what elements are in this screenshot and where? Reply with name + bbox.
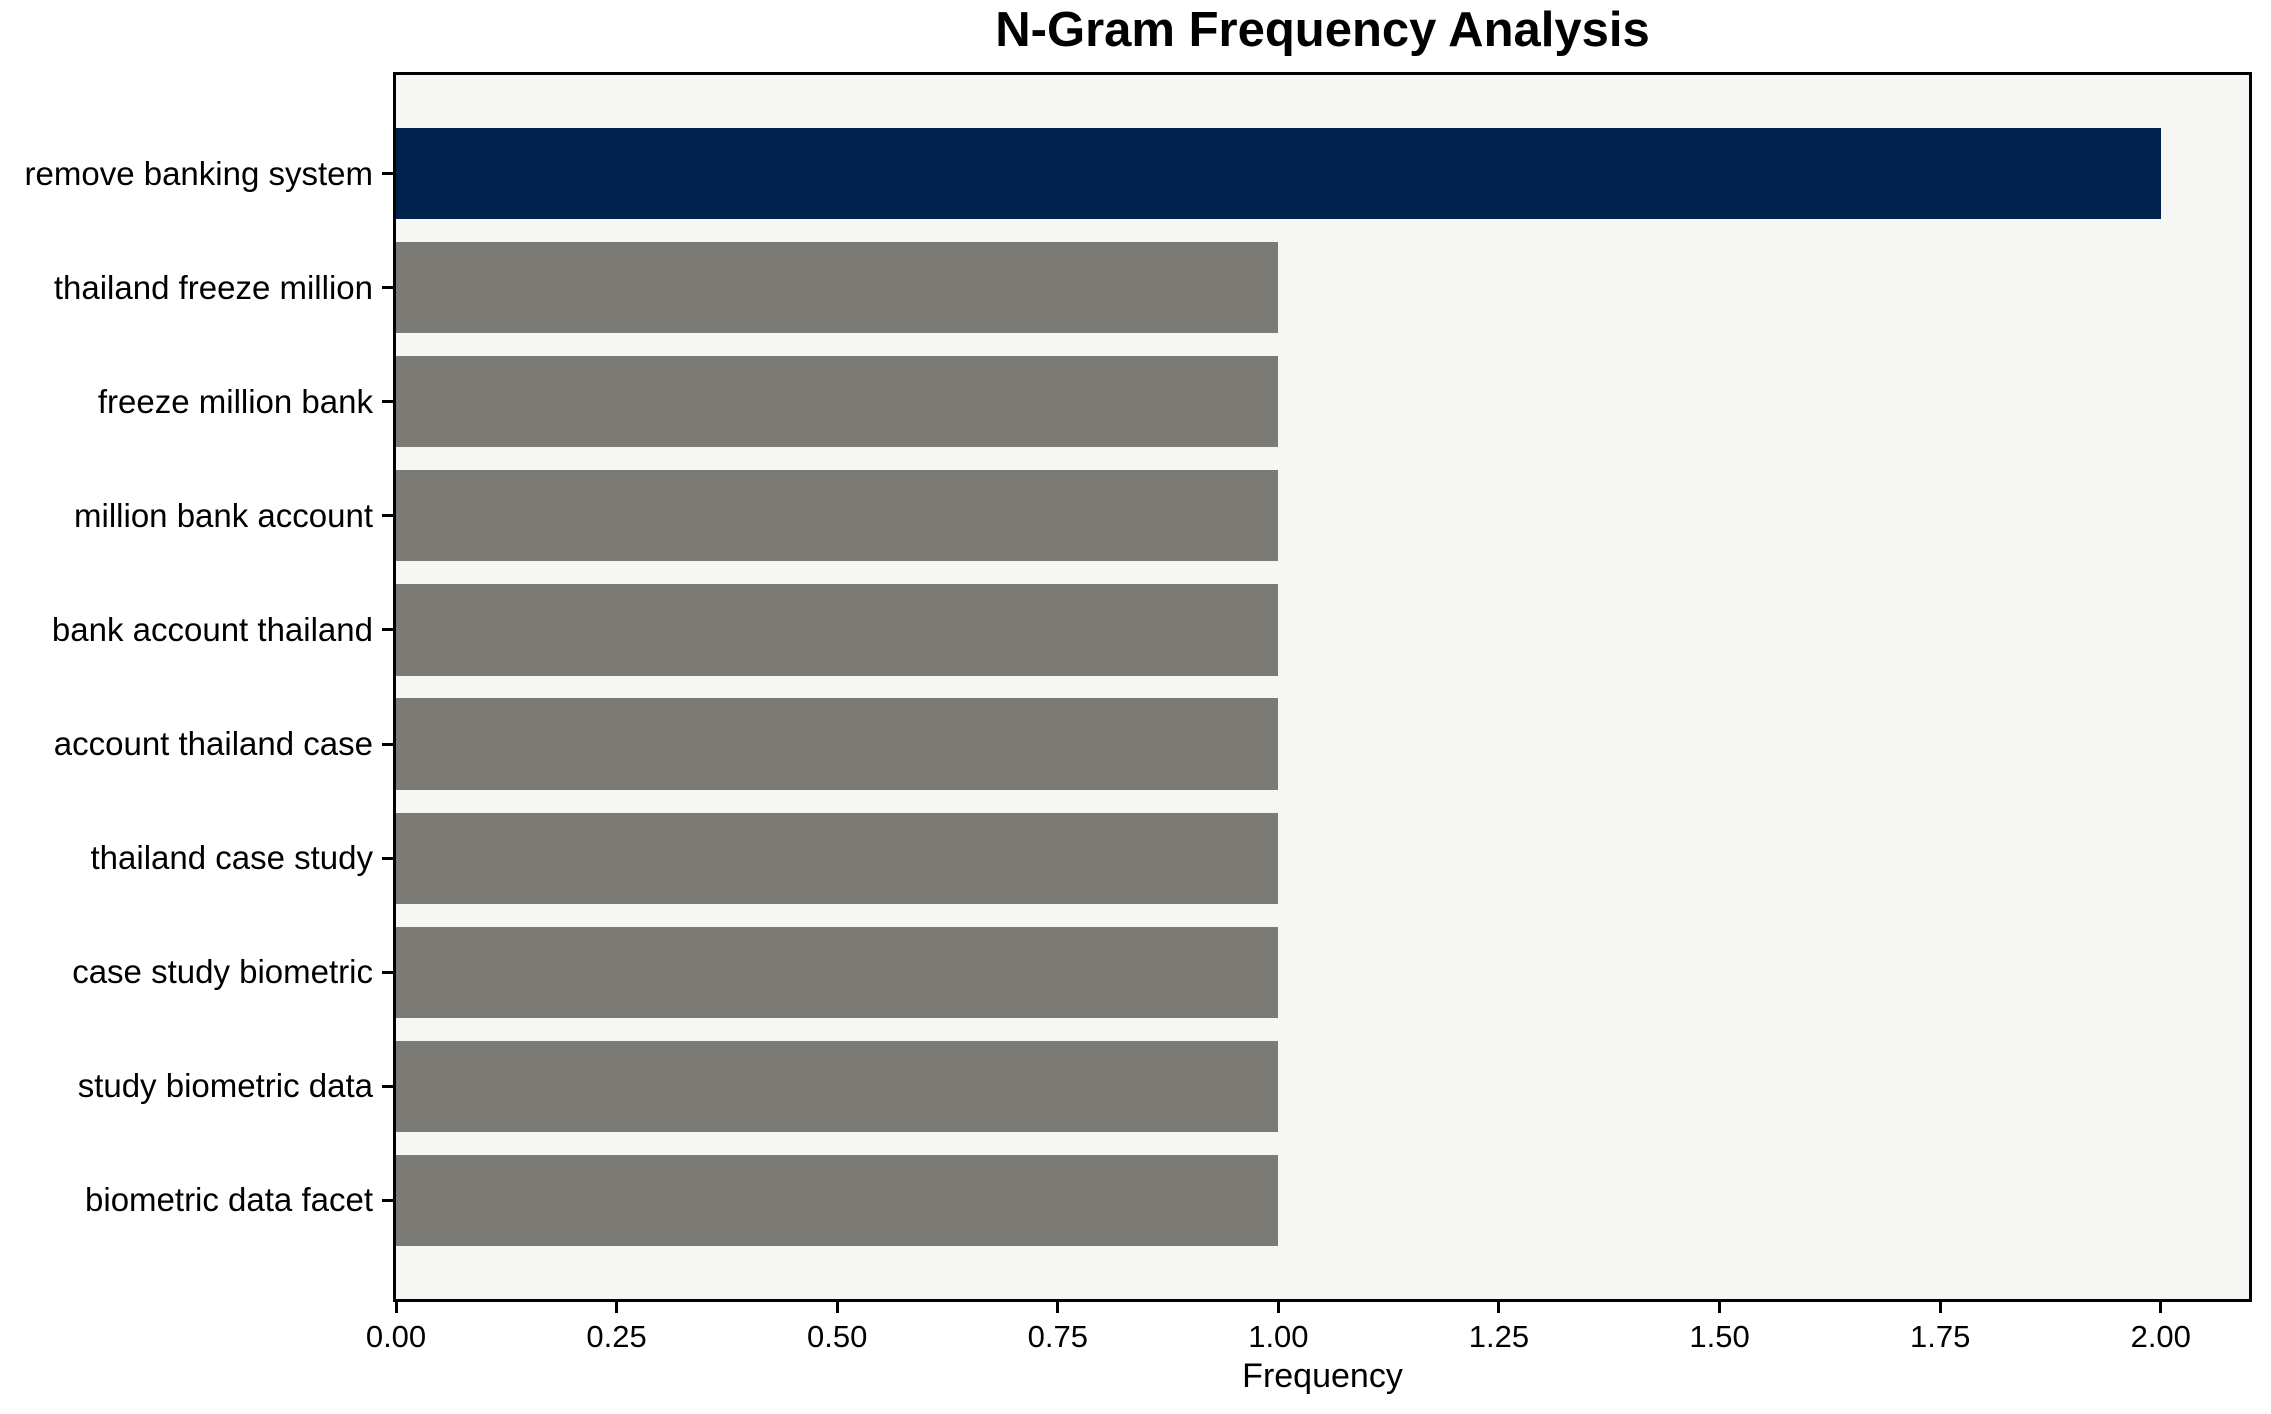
bar-thailand-case-study <box>396 812 1279 904</box>
x-tick-label-0.50: 0.50 <box>807 1319 868 1354</box>
x-tick <box>394 1302 398 1313</box>
x-tick <box>835 1302 839 1313</box>
y-axis-label-account-thailand-case: account thailand case <box>53 725 373 763</box>
x-tick-label-0.00: 0.00 <box>365 1319 427 1354</box>
y-tick <box>382 1198 393 1202</box>
x-tick <box>2159 1302 2163 1313</box>
bar-bank-account-thailand <box>396 584 1279 676</box>
bar-million-bank-account <box>396 470 1279 562</box>
y-axis-label-thailand-freeze-million: thailand freeze million <box>53 268 373 306</box>
y-axis-label-million-bank-account: million bank account <box>74 496 373 534</box>
bar-biometric-data-facet <box>396 1154 1279 1247</box>
y-tick <box>382 172 393 176</box>
y-tick <box>382 970 393 974</box>
x-tick <box>1056 1302 1060 1313</box>
x-tick <box>1718 1302 1722 1313</box>
x-tick-label-1.50: 1.50 <box>1689 1319 1750 1354</box>
y-axis-label-thailand-case-study: thailand case study <box>90 839 373 877</box>
x-axis-label: Frequency <box>1242 1357 1403 1395</box>
x-tick-label-2.00: 2.00 <box>2130 1319 2191 1354</box>
x-tick-label-1.25: 1.25 <box>1468 1319 1530 1354</box>
x-tick-label-0.75: 0.75 <box>1027 1319 1088 1354</box>
bar-freeze-million-bank <box>396 356 1279 448</box>
x-tick-label-1.75: 1.75 <box>1909 1319 1971 1354</box>
x-tick-label-1.00: 1.00 <box>1248 1319 1309 1354</box>
y-axis-label-bank-account-thailand: bank account thailand <box>51 610 373 648</box>
x-tick <box>615 1302 619 1313</box>
y-axis-label-biometric-data-facet: biometric data facet <box>85 1181 373 1219</box>
x-tick <box>1497 1302 1501 1313</box>
bar-remove-banking-system <box>396 127 2161 220</box>
x-tick <box>1938 1302 1942 1313</box>
y-axis-label-study-biometric-data: study biometric data <box>77 1067 373 1105</box>
x-tick <box>1276 1302 1280 1313</box>
y-axis-label-case-study-biometric: case study biometric <box>72 953 373 991</box>
x-tick-label-0.25: 0.25 <box>586 1319 647 1354</box>
y-tick <box>382 1084 393 1088</box>
bar-case-study-biometric <box>396 926 1279 1018</box>
plot-area <box>393 72 2252 1302</box>
chart-title: N-Gram Frequency Analysis <box>995 3 1650 57</box>
y-tick <box>382 628 393 632</box>
y-axis-label-remove-banking-system: remove banking system <box>24 154 373 192</box>
bar-study-biometric-data <box>396 1040 1279 1132</box>
y-tick <box>382 400 393 404</box>
y-axis-label-freeze-million-bank: freeze million bank <box>97 382 373 420</box>
y-tick <box>382 742 393 746</box>
y-tick <box>382 514 393 518</box>
y-tick <box>382 856 393 860</box>
bar-thailand-freeze-million <box>396 242 1279 334</box>
y-tick <box>382 286 393 290</box>
bar-account-thailand-case <box>396 698 1279 790</box>
